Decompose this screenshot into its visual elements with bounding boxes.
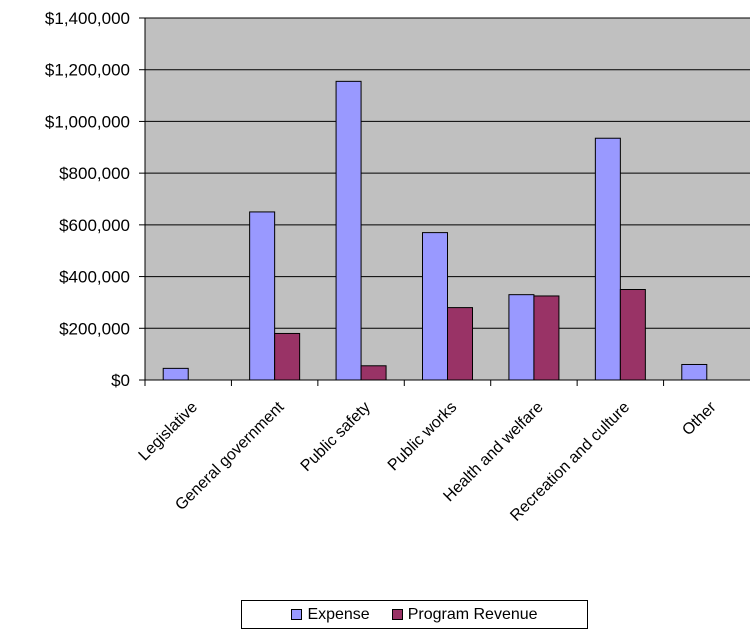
x-tick-label-public-safety: Public safety (298, 399, 374, 475)
bar-expense-health-and-welfare (508, 294, 535, 381)
legend-item-expense: Expense (291, 605, 370, 624)
bar-program-revenue-health-and-welfare (533, 295, 560, 381)
bar-expense-public-works (422, 232, 448, 381)
y-tick-label: $200,000 (59, 319, 130, 338)
bar-expense-public-safety (335, 80, 362, 381)
bar-expense-recreation-and-culture (594, 137, 621, 381)
legend-swatch-expense (291, 609, 303, 620)
y-tick-label: $1,000,000 (45, 112, 130, 131)
bar-expense-general-government (249, 211, 276, 381)
bar-program-revenue-public-safety (360, 365, 387, 381)
bar-program-revenue-recreation-and-culture (619, 289, 646, 381)
legend-item-program-revenue: Program Revenue (391, 605, 538, 624)
y-tick-label: $0 (111, 371, 130, 390)
legend-label-program-revenue: Program Revenue (407, 605, 538, 623)
x-tick-label-other: Other (679, 398, 720, 439)
y-tick-label: $1,200,000 (45, 61, 130, 80)
y-tick-label: $600,000 (59, 216, 130, 235)
y-tick-label: $1,400,000 (45, 9, 130, 28)
bar-chart-svg: $0 $200,000 $400,000 $600,000 $800,000 $1,000… (45, 9, 750, 525)
legend-label-expense: Expense (307, 605, 370, 623)
bar-program-revenue-general-government (274, 332, 301, 381)
y-tick-label: $800,000 (59, 164, 130, 183)
x-tick-label-public-works: Public works (385, 399, 461, 475)
y-tick-label: $400,000 (59, 268, 130, 287)
bar-program-revenue-public-works (447, 307, 473, 381)
legend: Expense Program Revenue (241, 600, 588, 629)
x-tick-label-legislative: Legislative (136, 399, 202, 465)
bar-expense-other (681, 363, 708, 381)
legend-swatch-program-revenue (391, 609, 403, 620)
bar-expense-legislative (162, 367, 189, 381)
